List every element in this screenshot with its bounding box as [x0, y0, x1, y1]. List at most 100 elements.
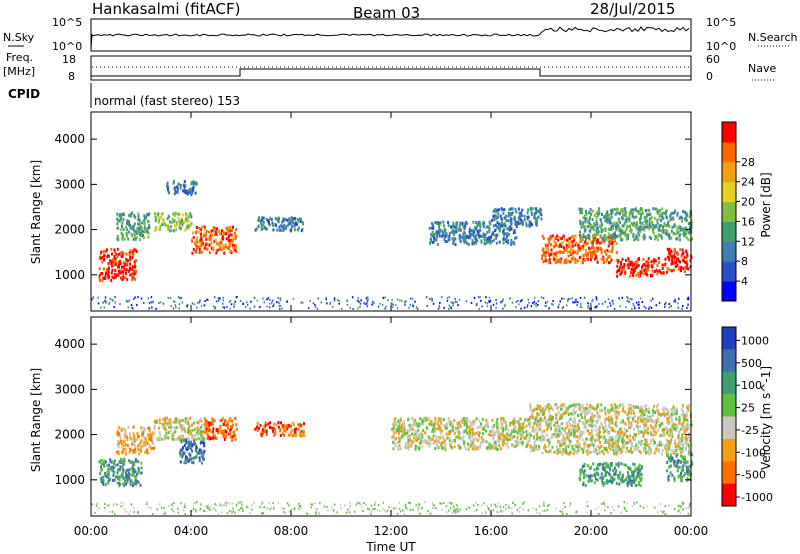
power-cell — [124, 276, 127, 279]
velocity-cell — [621, 450, 623, 453]
power-cell — [108, 303, 110, 305]
power-cell — [496, 225, 499, 229]
velocity-cell — [654, 424, 657, 428]
velocity-cell — [551, 418, 554, 422]
power-cell — [498, 227, 501, 231]
velocity-cell — [569, 417, 572, 421]
power-cell — [674, 300, 677, 303]
power-cell — [580, 225, 583, 229]
velocity-cell — [122, 447, 125, 451]
velocity-cell — [572, 452, 575, 455]
velocity-cell — [392, 426, 395, 430]
power-cell — [226, 306, 228, 308]
power-cell — [484, 234, 487, 238]
power-cell — [646, 225, 649, 229]
power-cell — [537, 300, 540, 303]
power-cell — [579, 222, 582, 226]
power-cell — [618, 266, 621, 270]
power-cell — [290, 216, 293, 220]
power-cell — [212, 228, 215, 232]
velocity-cell — [554, 403, 557, 407]
power-cell — [595, 238, 598, 242]
power-cell — [138, 222, 141, 226]
velocity-cell — [124, 471, 127, 475]
velocity-cell — [588, 445, 591, 449]
power-cell — [607, 236, 610, 239]
velocity-cell — [172, 420, 175, 424]
velocity-cell — [579, 403, 581, 407]
velocity-cell — [471, 441, 474, 445]
velocity-cell — [205, 419, 208, 423]
power-cell — [558, 303, 560, 306]
velocity-cell — [393, 441, 396, 445]
velocity-cell — [684, 448, 687, 452]
velocity-cell — [418, 422, 421, 426]
power-cell — [174, 188, 177, 192]
velocity-cell — [135, 482, 137, 486]
velocity-cell — [571, 444, 574, 448]
velocity-cell — [104, 474, 107, 478]
velocity-cell — [179, 419, 182, 423]
power-cell — [213, 232, 216, 236]
power-cell — [261, 224, 264, 228]
power-cell — [429, 237, 432, 241]
power-cell — [550, 242, 553, 246]
velocity-cell — [140, 448, 143, 452]
power-cell — [138, 228, 141, 232]
power-cell — [681, 258, 684, 262]
power-cell — [595, 227, 598, 230]
power-cell — [286, 300, 288, 303]
power-cell — [644, 217, 647, 221]
power-cell — [128, 251, 131, 254]
velocity-cell — [458, 423, 461, 427]
velocity-cell — [471, 435, 474, 439]
velocity-cell — [448, 439, 451, 442]
power-cell — [262, 221, 265, 224]
velocity-cell — [229, 435, 232, 439]
velocity-cell — [564, 445, 567, 449]
power-cell — [517, 222, 520, 226]
power-cell — [282, 228, 285, 232]
power-cell — [118, 214, 121, 218]
power-cell — [220, 241, 223, 245]
power-cell — [214, 230, 217, 234]
power-cell — [470, 229, 473, 233]
velocity-cell — [231, 425, 233, 429]
velocity-cell — [219, 426, 222, 430]
velocity-cell — [399, 423, 402, 427]
power-cell — [581, 211, 584, 215]
power-cell — [541, 257, 543, 261]
power-cell — [262, 222, 265, 226]
power-cell — [223, 306, 225, 309]
velocity-cell — [688, 432, 690, 436]
power-cell — [142, 233, 144, 237]
velocity-cell — [131, 466, 134, 470]
velocity-cell — [116, 471, 119, 475]
power-cell — [495, 236, 498, 240]
power-cell — [627, 233, 630, 237]
power-cell — [157, 220, 160, 224]
velocity-cell — [124, 479, 127, 483]
velocity-cell — [653, 429, 655, 433]
power-cell — [668, 268, 671, 272]
velocity-cell — [556, 423, 559, 427]
power-cell — [284, 217, 287, 221]
velocity-cell — [469, 439, 472, 443]
velocity-cell — [594, 450, 597, 454]
velocity-cell — [594, 448, 597, 452]
nsky-tick-high: 10^5 — [52, 16, 82, 29]
power-cell — [131, 273, 133, 277]
velocity-cell — [634, 415, 636, 419]
velocity-cell — [654, 450, 657, 454]
power-cell — [601, 302, 604, 305]
power-cell — [401, 299, 403, 302]
velocity-cell — [566, 432, 569, 436]
velocity-cell — [450, 440, 453, 444]
velocity-cell — [525, 424, 528, 428]
velocity-cell — [127, 426, 130, 430]
power-cell — [627, 266, 630, 270]
velocity-cell — [400, 418, 402, 422]
velocity-cell — [462, 435, 465, 439]
velocity-cell — [591, 412, 594, 416]
velocity-cell — [209, 421, 212, 425]
